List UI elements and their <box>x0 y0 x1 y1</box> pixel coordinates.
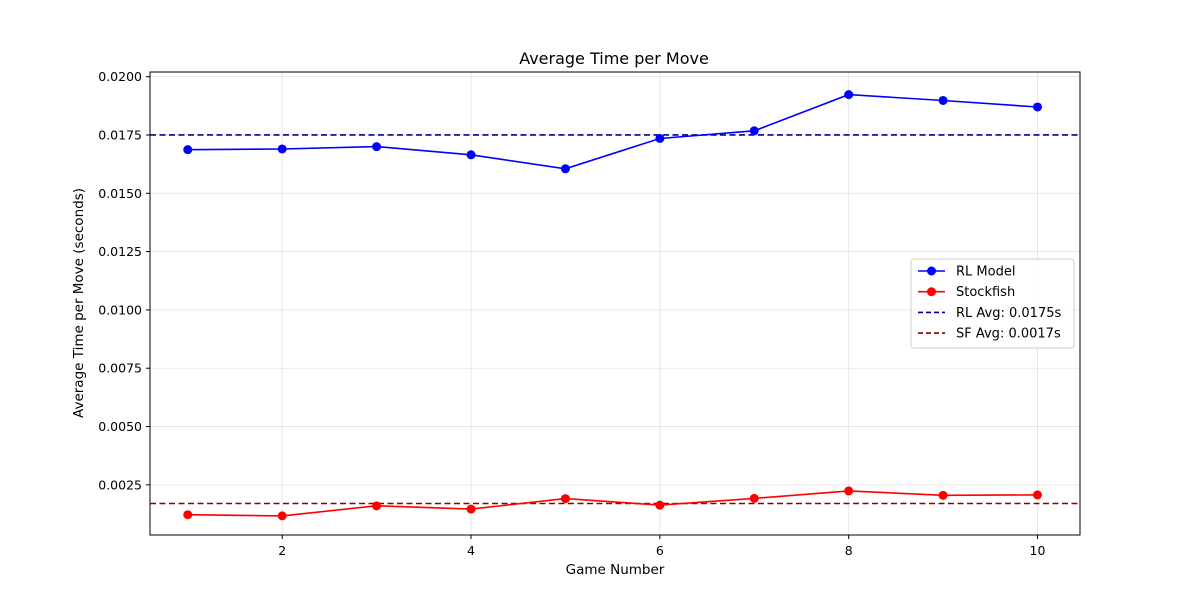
legend-frame <box>910 258 1075 349</box>
y-tick-label: 0.0075 <box>98 361 142 376</box>
legend-label: SF Avg: 0.0017s <box>956 327 1061 342</box>
legend-label: RL Model <box>956 265 1015 280</box>
data-point <box>183 145 193 155</box>
legend-label: Stockfish <box>956 285 1015 300</box>
y-tick-label: 0.0150 <box>98 186 142 201</box>
data-point <box>844 486 854 496</box>
data-point <box>277 144 287 154</box>
data-point <box>560 164 570 174</box>
data-point <box>466 504 476 514</box>
data-point <box>1033 490 1043 500</box>
legend-marker <box>927 266 936 276</box>
x-axis-label: Game Number <box>566 562 665 578</box>
y-tick-label: 0.0025 <box>98 477 142 492</box>
x-tick-label: 2 <box>278 543 286 558</box>
y-tick-label: 0.0175 <box>98 127 142 142</box>
data-point <box>938 490 948 500</box>
legend-label: RL Avg: 0.0175s <box>956 306 1061 321</box>
data-point <box>844 90 854 100</box>
x-axis-ticks: 2 4 6 8 10 <box>278 535 1046 558</box>
plot-area <box>149 71 1081 536</box>
legend: RL Model Stockfish RL Avg: 0.0175s SF Avg: … <box>910 258 1075 349</box>
y-tick-label: 0.0125 <box>98 244 142 259</box>
x-tick-label: 8 <box>845 543 853 558</box>
y-tick-label: 0.0200 <box>98 69 142 84</box>
data-point <box>655 500 665 510</box>
data-point <box>372 501 382 511</box>
data-point <box>655 133 665 143</box>
data-point <box>1033 102 1043 112</box>
data-point <box>372 142 382 152</box>
series-line <box>187 490 1038 517</box>
y-axis-ticks: 0.0025 0.0050 0.0075 0.0100 0.0125 0.0150 0.01… <box>98 69 150 492</box>
chart-title: Average Time per Move <box>519 49 709 68</box>
y-tick-label: 0.0050 <box>98 419 142 434</box>
x-tick-label: 10 <box>1030 543 1046 558</box>
data-point <box>938 95 948 105</box>
x-tick-label: 6 <box>656 543 664 558</box>
data-point <box>277 511 287 521</box>
data-point <box>749 493 759 503</box>
data-point <box>749 126 759 136</box>
data-point <box>466 150 476 160</box>
data-point <box>183 510 193 520</box>
series-line <box>187 93 1038 170</box>
legend-marker <box>927 287 936 297</box>
series-layer <box>183 90 1043 521</box>
reference-lines <box>150 134 1080 505</box>
data-point <box>560 494 570 504</box>
y-tick-label: 0.0100 <box>98 302 142 317</box>
x-tick-label: 4 <box>467 543 475 558</box>
y-axis-label: Average Time per Move (seconds) <box>71 188 87 418</box>
